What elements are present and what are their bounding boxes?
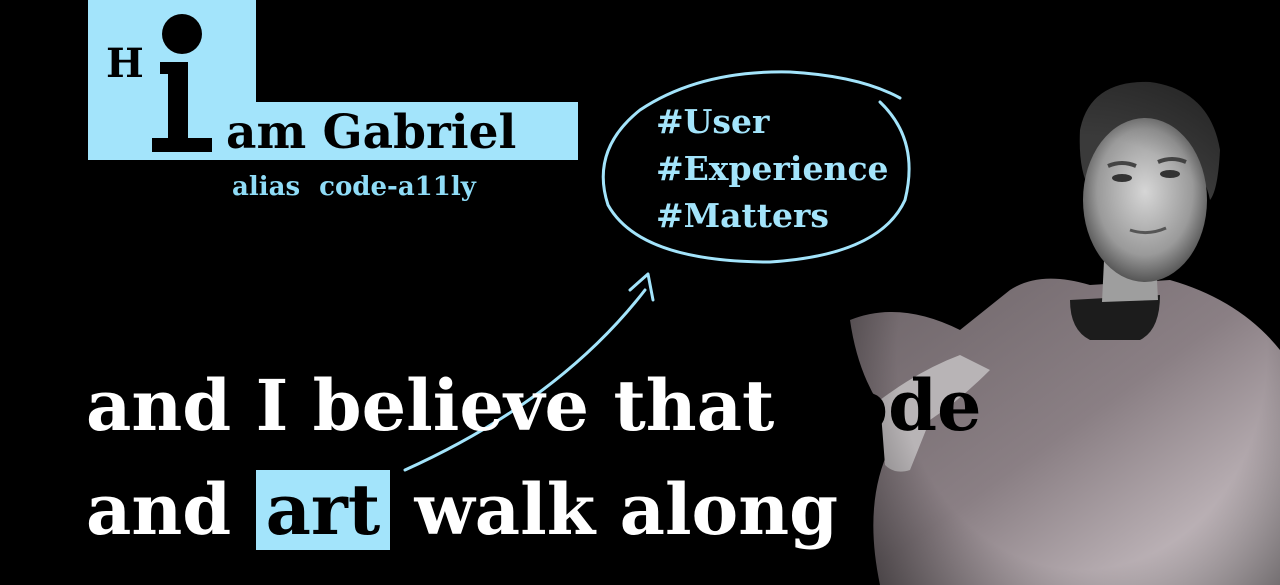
- alias-subtitle: alias code-a11ly: [232, 172, 476, 202]
- hi-letter-h: H: [106, 40, 144, 87]
- hi-letter-i-base: [152, 138, 212, 152]
- curved-arrow-icon: [403, 272, 655, 472]
- headline-line-1-text: and I believe that: [86, 364, 775, 447]
- hashtag-item: #Experience: [656, 149, 889, 188]
- hashtag-item: #User: [656, 102, 770, 141]
- hi-letter-i-dot: [162, 14, 202, 54]
- headline-line-1: and I believe that code: [86, 366, 982, 446]
- headline-line-2-end: walk along: [414, 468, 839, 551]
- hand-drawn-circle-icon: [601, 70, 911, 264]
- hashtag-item: #Matters: [656, 196, 830, 235]
- headline-word-code: code: [798, 364, 982, 447]
- portrait-photo: [840, 70, 1280, 585]
- headline-line-2: and art walk along: [86, 470, 838, 550]
- hi-letter-i-stem: [168, 62, 188, 146]
- hashtag-list: #User #Experience #Matters: [656, 98, 889, 239]
- headline-word-art: art: [255, 470, 391, 550]
- headline-line-2-start: and: [86, 468, 232, 551]
- name-heading: am Gabriel: [226, 105, 517, 160]
